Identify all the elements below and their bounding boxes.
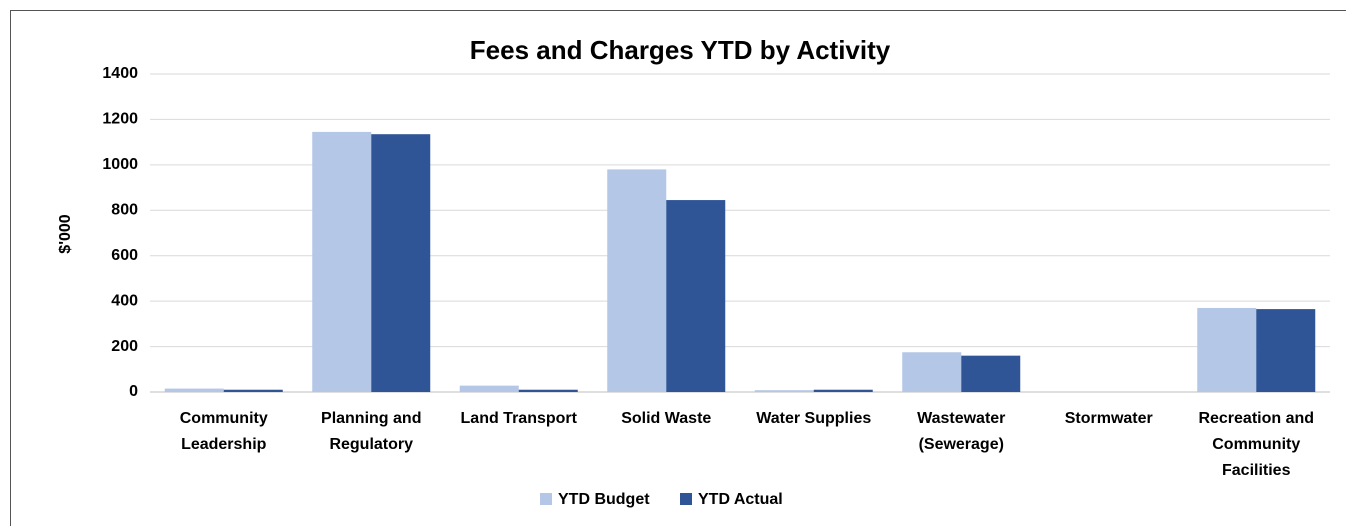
- chart-title: Fees and Charges YTD by Activity: [470, 35, 891, 65]
- legend-label: YTD Budget: [558, 491, 650, 508]
- y-tick-label: 0: [129, 383, 138, 400]
- y-axis-label: $'000: [57, 214, 74, 254]
- x-tick-label: Land Transport: [460, 410, 577, 427]
- y-tick-label: 1400: [102, 65, 138, 82]
- bar: [666, 200, 726, 392]
- x-tick-label: Wastewater (Sewerage): [917, 410, 1006, 453]
- bar: [164, 388, 224, 392]
- x-tick-label: Community Leadership: [179, 410, 268, 453]
- legend-swatch: [540, 493, 552, 505]
- bar: [312, 131, 372, 392]
- bar: [371, 134, 431, 392]
- y-tick-label: 400: [111, 292, 138, 309]
- legend-swatch: [680, 493, 692, 505]
- bar: [518, 389, 578, 392]
- x-tick-label: Planning and Regulatory: [321, 410, 422, 453]
- y-tick-label: 600: [111, 247, 138, 264]
- x-tick-label: Stormwater: [1064, 410, 1153, 427]
- bar: [607, 169, 667, 392]
- bar: [754, 390, 814, 392]
- x-tick-label: Solid Waste: [621, 410, 712, 427]
- x-tick-label: Recreation and Community Facilities: [1198, 410, 1315, 479]
- legend-label: YTD Actual: [698, 491, 783, 508]
- bar: [459, 385, 519, 392]
- bar: [813, 389, 873, 392]
- y-tick-label: 1000: [102, 156, 138, 173]
- bar: [902, 352, 962, 392]
- y-tick-label: 1200: [102, 111, 138, 128]
- chart-frame: [10, 10, 1346, 526]
- bar: [1197, 307, 1257, 392]
- y-tick-label: 200: [111, 338, 138, 355]
- bar: [223, 389, 283, 392]
- bar: [1256, 309, 1316, 392]
- y-tick-label: 800: [111, 202, 138, 219]
- x-tick-label: Water Supplies: [756, 410, 872, 427]
- bar: [961, 355, 1021, 392]
